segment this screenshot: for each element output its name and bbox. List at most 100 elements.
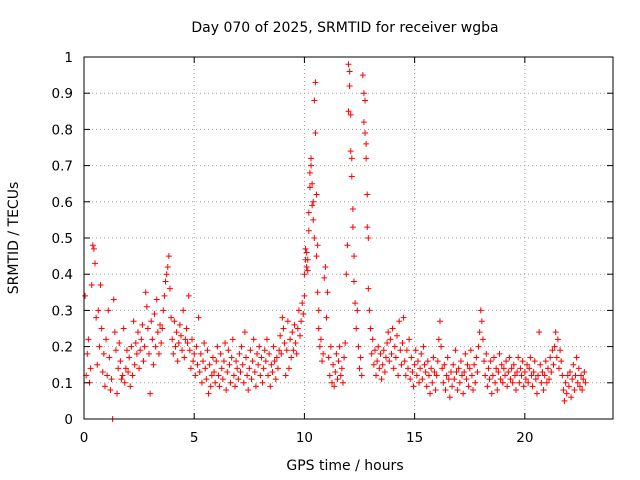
data-point (351, 278, 358, 285)
data-point (428, 365, 435, 372)
data-point (295, 307, 302, 314)
data-point (431, 368, 438, 375)
data-point (147, 390, 154, 397)
data-point (255, 361, 262, 368)
y-tick-label: 0.5 (52, 231, 73, 247)
data-point (371, 347, 378, 354)
data-point (532, 376, 539, 383)
data-point (203, 376, 210, 383)
data-point (141, 343, 148, 350)
data-point (380, 347, 387, 354)
data-point (343, 271, 350, 278)
data-point (504, 383, 511, 390)
data-point (84, 350, 91, 357)
data-point (246, 365, 253, 372)
data-point (119, 372, 126, 379)
data-point (144, 325, 151, 332)
data-point (533, 390, 540, 397)
data-point (327, 343, 334, 350)
data-point (234, 365, 241, 372)
data-point (305, 209, 312, 216)
data-point (511, 372, 518, 379)
data-point (111, 329, 118, 336)
data-point (407, 376, 414, 383)
data-point (381, 368, 388, 375)
data-point (93, 314, 100, 321)
data-point (339, 379, 346, 386)
data-point (494, 387, 501, 394)
data-point (140, 358, 147, 365)
data-point (332, 368, 339, 375)
data-point (471, 361, 478, 368)
data-point (452, 347, 459, 354)
data-point (309, 202, 316, 209)
data-point (382, 354, 389, 361)
data-point (304, 256, 311, 263)
data-point (129, 372, 136, 379)
data-point (283, 347, 290, 354)
data-point (205, 390, 212, 397)
data-point (572, 372, 579, 379)
data-point (509, 379, 516, 386)
data-point (385, 329, 392, 336)
data-point (282, 372, 289, 379)
data-point (482, 372, 489, 379)
data-point (164, 263, 171, 270)
data-point (506, 354, 513, 361)
data-point (342, 339, 349, 346)
y-tick-label: 0.6 (52, 195, 73, 211)
data-point (280, 325, 287, 332)
data-point (413, 372, 420, 379)
data-point (219, 376, 226, 383)
data-point (125, 368, 132, 375)
data-point (496, 350, 503, 357)
data-point (194, 361, 201, 368)
data-point (300, 311, 307, 318)
data-point (357, 354, 364, 361)
data-point (182, 336, 189, 343)
data-point (85, 336, 92, 343)
data-point (321, 274, 328, 281)
data-point (315, 307, 322, 314)
data-point (386, 358, 393, 365)
data-point (133, 350, 140, 357)
data-point (536, 329, 543, 336)
data-point (168, 314, 175, 321)
data-point (541, 372, 548, 379)
data-point (171, 318, 178, 325)
data-point (193, 343, 200, 350)
data-point (268, 361, 275, 368)
data-point (422, 368, 429, 375)
data-point (334, 376, 341, 383)
data-point (367, 325, 374, 332)
data-point (349, 224, 356, 231)
data-point (250, 336, 257, 343)
data-point (279, 314, 286, 321)
data-point (310, 198, 317, 205)
x-tick-label: 10 (296, 430, 313, 446)
y-tick-label: 0.7 (52, 159, 73, 175)
data-point (535, 372, 542, 379)
data-point (303, 263, 310, 270)
data-point (132, 339, 139, 346)
data-point (505, 368, 512, 375)
data-point (224, 368, 231, 375)
data-point (526, 365, 533, 372)
data-point (528, 372, 535, 379)
data-point (347, 148, 354, 155)
data-point (325, 354, 332, 361)
data-point (441, 361, 448, 368)
data-point (567, 368, 574, 375)
data-point (226, 361, 233, 368)
data-point (576, 383, 583, 390)
data-point (222, 339, 229, 346)
data-point (417, 365, 424, 372)
data-point (376, 365, 383, 372)
data-point (434, 358, 441, 365)
data-point (522, 376, 529, 383)
data-point (236, 350, 243, 357)
data-point (212, 379, 219, 386)
data-point (257, 372, 264, 379)
data-point (580, 376, 587, 383)
data-point (561, 397, 568, 404)
